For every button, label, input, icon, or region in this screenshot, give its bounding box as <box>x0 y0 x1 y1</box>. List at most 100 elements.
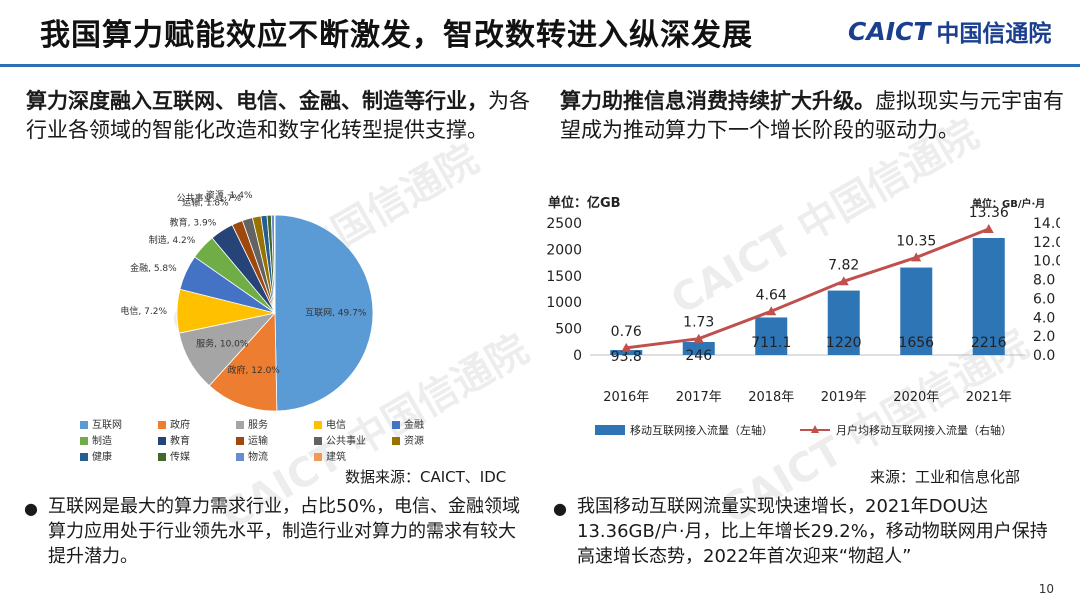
line-value-label: 10.35 <box>896 233 936 249</box>
legend-label: 健康 <box>92 450 112 463</box>
slide-title: 我国算力赋能效应不断激发，智改数转进入纵深发展 <box>40 18 753 53</box>
pie-slice <box>274 214 374 412</box>
legend-label: 服务 <box>248 418 268 431</box>
pie-label: 金融, 5.8% <box>130 262 177 274</box>
traffic-combo-chart: 单位：亿GB 单位：GB/户·月 0 500 1000 1500 2000 2500 0.0 2.… <box>546 195 1060 437</box>
line-value-label: 4.64 <box>756 287 787 303</box>
bar <box>610 350 643 355</box>
legend-swatch <box>158 437 166 445</box>
legend-swatch <box>392 421 400 429</box>
pie-slice <box>273 214 276 314</box>
bar <box>972 237 1005 355</box>
legend-swatch <box>158 421 166 429</box>
legend-label: 移动互联网接入流量（左轴） <box>630 423 773 437</box>
left-tick-label: 2000 <box>546 242 582 258</box>
right-tick-label: 2.0 <box>1033 329 1055 345</box>
bar <box>900 267 933 355</box>
legend-marker <box>811 425 819 433</box>
right-axis-unit: 单位：GB/户·月 <box>972 197 1045 210</box>
bar-value-label: 93.8 <box>611 349 642 365</box>
legend-swatch <box>236 453 244 461</box>
legend-swatch <box>314 453 322 461</box>
legend-label: 运输 <box>248 434 268 447</box>
pie-label: 政府, 12.0% <box>228 364 281 376</box>
legend-swatch <box>80 437 88 445</box>
x-tick-label: 2021年 <box>966 390 1012 405</box>
left-tick-label: 2500 <box>546 216 582 232</box>
line-marker <box>911 252 922 262</box>
line-series <box>626 227 990 350</box>
right-heading-bold: 算力助推信息消费持续扩大升级。 <box>560 89 875 113</box>
left-bullet: ● 互联网是最大的算力需求行业，占比50%，电信、金融领域算力应用处于行业领先水… <box>24 494 524 569</box>
line-value-label: 0.76 <box>611 324 642 340</box>
logo-name: 中国信通院 <box>936 21 1052 47</box>
x-tick-label: 2020年 <box>893 390 939 405</box>
right-bullet-text: 我国移动互联网流量实现快速增长，2021年DOU达13.36GB/户·月，比上年… <box>577 496 1048 567</box>
legend-label: 电信 <box>326 418 346 431</box>
legend-swatch <box>314 421 322 429</box>
legend-label: 建筑 <box>326 450 346 463</box>
right-source: 来源：工业和信息化部 <box>870 468 1021 486</box>
industry-share-pie-chart: 互联网, 49.7% 政府, 12.0% 服务, 10.0% 电信, 7.2% 金融, … <box>80 190 424 463</box>
page-number: 10 <box>1038 582 1054 596</box>
left-bullet-text: 互联网是最大的算力需求行业，占比50%，电信、金融领域算力应用处于行业领先水平，… <box>48 496 521 567</box>
caict-logo: CAICT 中国信通院 <box>848 14 1051 48</box>
bar <box>755 317 788 355</box>
legend-label: 传媒 <box>170 451 190 463</box>
right-tick-label: 4.0 <box>1033 310 1055 326</box>
line-marker <box>621 342 632 352</box>
left-tick-label: 0 <box>573 348 582 364</box>
left-tick-label: 1000 <box>546 295 582 311</box>
pie-label: 运输, 1.8% <box>182 196 229 208</box>
right-tick-label: 0.0 <box>1033 348 1055 364</box>
left-axis-unit: 单位：亿GB <box>548 195 621 211</box>
pie-label: 教育, 3.9% <box>170 216 217 228</box>
x-tick-label: 2018年 <box>748 390 794 405</box>
line-marker <box>838 276 849 286</box>
left-tick-label: 500 <box>555 322 582 338</box>
pie-label: 电信, 7.2% <box>120 305 167 317</box>
pie-label: 公共事业, 1.7% <box>177 192 242 204</box>
left-heading: 算力深度融入互联网、电信、金融、制造等行业，为各行业各领域的智能化改造和数字化转… <box>26 87 541 145</box>
legend-swatch <box>80 421 88 429</box>
bar-value-label: 1220 <box>826 335 862 351</box>
bullet-dot: ● <box>553 499 567 518</box>
legend-swatch <box>158 453 166 461</box>
legend-swatch <box>80 453 88 461</box>
pie-slice <box>208 311 278 412</box>
left-source: 数据来源：CAICT、IDC <box>345 468 507 486</box>
bar-value-label: 2216 <box>971 335 1007 351</box>
legend-label: 金融 <box>404 418 424 431</box>
logo-mark: CAICT <box>848 16 931 46</box>
line-value-label: 7.82 <box>828 257 859 273</box>
bar <box>682 342 715 355</box>
bar <box>827 290 860 355</box>
legend-label: 公共事业 <box>326 434 366 447</box>
legend-label: 互联网 <box>92 419 122 431</box>
legend-label: 月户均移动互联网接入流量（右轴） <box>836 423 1012 437</box>
bullet-dot: ● <box>24 499 38 518</box>
pie-label: 服务, 10.0% <box>196 337 249 349</box>
bar-value-label: 1656 <box>898 335 934 351</box>
right-tick-label: 10.0 <box>1033 254 1060 270</box>
line-value-label: 13.36 <box>969 205 1009 221</box>
left-tick-label: 1500 <box>546 269 582 285</box>
legend-label: 教育 <box>170 434 190 447</box>
bar-value-label: 246 <box>685 348 712 364</box>
legend-swatch <box>392 437 400 445</box>
right-tick-label: 8.0 <box>1033 273 1055 289</box>
legend-swatch <box>314 437 322 445</box>
line-value-label: 1.73 <box>683 315 714 331</box>
legend-label: 制造 <box>92 434 112 447</box>
right-tick-label: 12.0 <box>1033 235 1060 251</box>
x-tick-label: 2017年 <box>676 390 722 405</box>
right-heading-rest: 虚拟现实与元宇宙有望成为推动算力下一个增长阶段的驱动力。 <box>560 89 1064 142</box>
right-tick-label: 6.0 <box>1033 291 1055 307</box>
pie-label: 互联网, 49.7% <box>305 307 367 318</box>
legend-swatch <box>236 421 244 429</box>
pie-label: 资源, 1.4% <box>206 190 253 201</box>
bar-value-label: 711.1 <box>751 335 791 351</box>
x-tick-label: 2019年 <box>821 390 867 405</box>
legend-swatch <box>595 425 625 435</box>
line-marker <box>766 306 777 316</box>
